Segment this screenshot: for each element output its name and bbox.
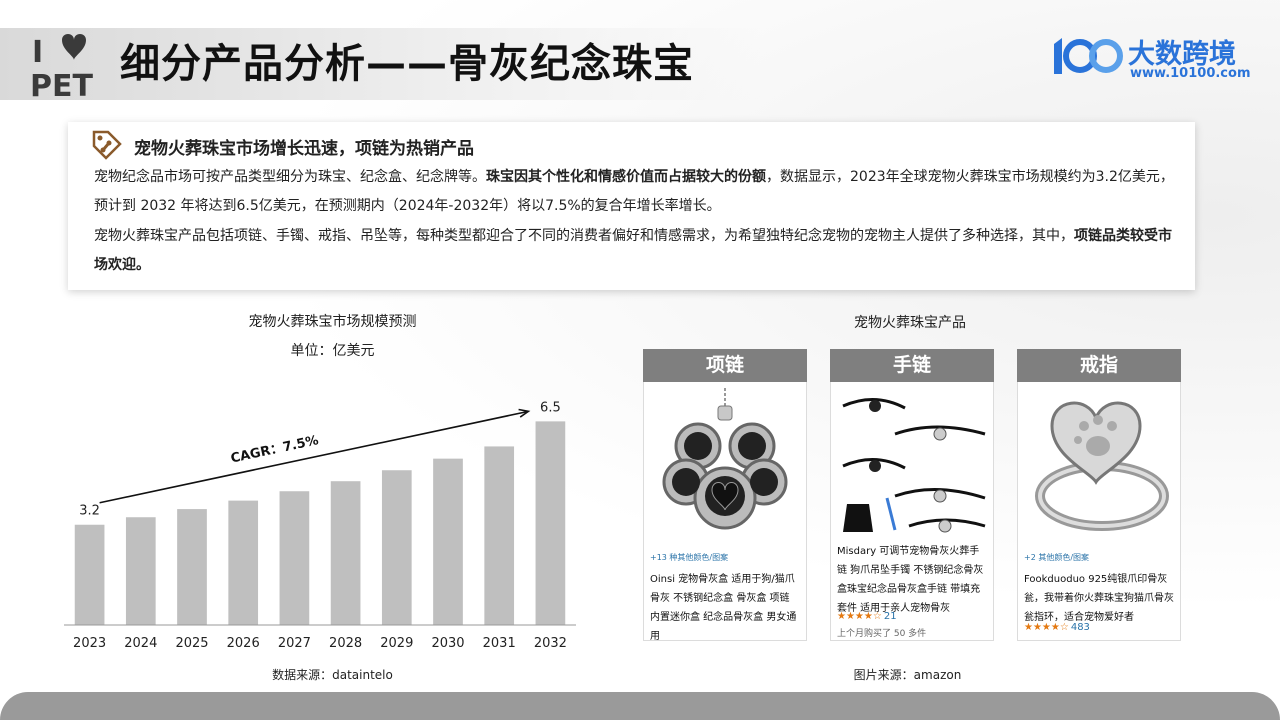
svg-text:I: I — [32, 35, 43, 70]
bar-2029 — [381, 470, 412, 625]
brand-mark-icon — [1054, 38, 1123, 74]
product-rating: ★★★★☆ 21 — [837, 611, 897, 622]
product-category: 戒指 — [1017, 349, 1181, 382]
bar-2032 — [535, 421, 566, 625]
cagr-arrow — [99, 410, 529, 504]
i-love-pet-logo: I PET — [30, 34, 93, 98]
rating-count[interactable]: 21 — [883, 611, 897, 622]
product-card-necklace[interactable]: 项链 +13 种其他颜色/图案 Oinsi 宠物骨灰盒 适用于狗/猫爪骨灰 不锈… — [643, 349, 807, 642]
svg-text:PET: PET — [30, 69, 93, 98]
x-tick-label: 2023 — [73, 636, 106, 651]
product-category: 手链 — [830, 349, 994, 382]
paw-bracelet-image — [842, 397, 986, 533]
bar-2030 — [433, 458, 463, 625]
products-title: 宠物火葬珠宝产品 — [854, 315, 966, 331]
cagr-label: CAGR：7.5% — [229, 433, 320, 466]
product-card-ring[interactable]: 戒指 +2 其他颜色/图案 Fookduoduo 925纯银爪印骨灰瓮，我带着你… — [1017, 349, 1181, 641]
market-size-bar-chart: 2023 3.2 2024 2025 2026 2027 2028 2029 2030 2031 2… — [64, 400, 576, 651]
chart-unit: 单位：亿美元 — [290, 343, 375, 359]
para1-text-a: 宠物纪念品市场可按产品类型细分为珠宝、纪念盒、纪念牌等。 — [94, 169, 486, 185]
x-tick-label: 2025 — [175, 636, 208, 651]
brand-url[interactable]: www.10100.com — [1130, 66, 1251, 81]
x-tick-label: 2029 — [380, 636, 413, 651]
x-tick-label: 2026 — [227, 636, 260, 651]
bar-2025 — [177, 509, 207, 625]
title-band — [0, 28, 760, 100]
chart-title: 宠物火葬珠宝市场规模预测 — [248, 314, 417, 330]
price-tag-icon — [92, 130, 122, 160]
x-tick-label: 2030 — [431, 636, 464, 651]
product-description[interactable]: Oinsi 宠物骨灰盒 适用于狗/猫爪骨灰 不锈钢纪念盒 骨灰盒 项链 内置迷你… — [650, 574, 797, 642]
para2-text-a: 宠物火葬珠宝产品包括项链、手镯、戒指、吊坠等，每种类型都迎合了不同的消费者偏好和… — [94, 228, 1074, 244]
paw-locket-necklace-image — [662, 388, 788, 530]
product-card-bracelet[interactable]: 手链 Misdary 可调节宠物骨灰火葬手链 狗爪吊坠手镯 不锈钢纪念骨灰盒珠宝… — [830, 349, 994, 641]
para1-highlight: 珠宝因其个性化和情感价值而占据较大的份额 — [486, 169, 766, 185]
bar-2024 — [125, 517, 156, 625]
cagr-arrowhead — [518, 408, 531, 418]
x-tick-label: 2031 — [483, 636, 516, 651]
chart-source: 数据来源：dataintelo — [272, 668, 393, 682]
data-label: 3.2 — [79, 504, 100, 519]
product-more-colors[interactable]: +13 种其他颜色/图案 — [650, 553, 729, 562]
product-purchase-note: 上个月购买了 50 多件 — [837, 629, 927, 639]
summary-card: 宠物火葬珠宝市场增长迅速，项链为热销产品 宠物纪念品市场可按产品类型细分为珠宝、… — [68, 122, 1195, 290]
product-description[interactable]: Fookduoduo 925纯银爪印骨灰瓮，我带着你火葬珠宝狗猫爪骨灰瓮指环，适… — [1024, 574, 1174, 623]
bar-2031 — [484, 446, 515, 625]
para2-highlight: 项链品类较受市场欢迎。 — [94, 228, 1172, 273]
x-tick-label: 2028 — [329, 636, 362, 651]
bar-2026 — [228, 500, 259, 625]
image-source: 图片来源：amazon — [853, 668, 962, 682]
footer-bar — [0, 692, 1280, 720]
rating-stars-icon: ★★★★☆ — [1024, 622, 1069, 633]
heart-paw-ring-image — [1035, 401, 1169, 531]
brand-logo: 大数跨境 www.10100.com — [1050, 30, 1251, 84]
product-category: 项链 — [643, 349, 807, 382]
paragraph-product-types: 宠物火葬珠宝产品包括项链、手镯、戒指、吊坠等，每种类型都迎合了不同的消费者偏好和… — [94, 222, 1184, 280]
page-title: 细分产品分析——骨灰纪念珠宝 — [120, 41, 694, 87]
rating-stars-icon: ★★★★☆ — [837, 611, 882, 622]
x-tick-label: 2027 — [278, 636, 311, 651]
bar-2023 — [74, 524, 105, 625]
para1-text-c: ，数据显示，2023年全球宠物火葬珠宝市场规模约为3.2亿美元，预计到 2032… — [94, 169, 1174, 214]
x-tick-label: 2032 — [534, 636, 567, 651]
product-description[interactable]: Misdary 可调节宠物骨灰火葬手链 狗爪吊坠手镯 不锈钢纪念骨灰盒珠宝纪念品… — [837, 546, 984, 614]
bar-2027 — [279, 491, 310, 625]
paragraph-market-size: 宠物纪念品市场可按产品类型细分为珠宝、纪念盒、纪念牌等。珠宝因其个性化和情感价值… — [94, 163, 1184, 221]
product-rating: ★★★★☆ 483 — [1024, 622, 1090, 633]
brand-name: 大数跨境 — [1128, 39, 1236, 70]
data-label: 6.5 — [540, 400, 561, 415]
product-more-colors[interactable]: +2 其他颜色/图案 — [1024, 553, 1090, 562]
rating-count[interactable]: 483 — [1070, 622, 1090, 633]
card-heading: 宠物火葬珠宝市场增长迅速，项链为热销产品 — [134, 139, 474, 159]
x-tick-label: 2024 — [124, 636, 157, 651]
bar-2028 — [330, 481, 361, 625]
